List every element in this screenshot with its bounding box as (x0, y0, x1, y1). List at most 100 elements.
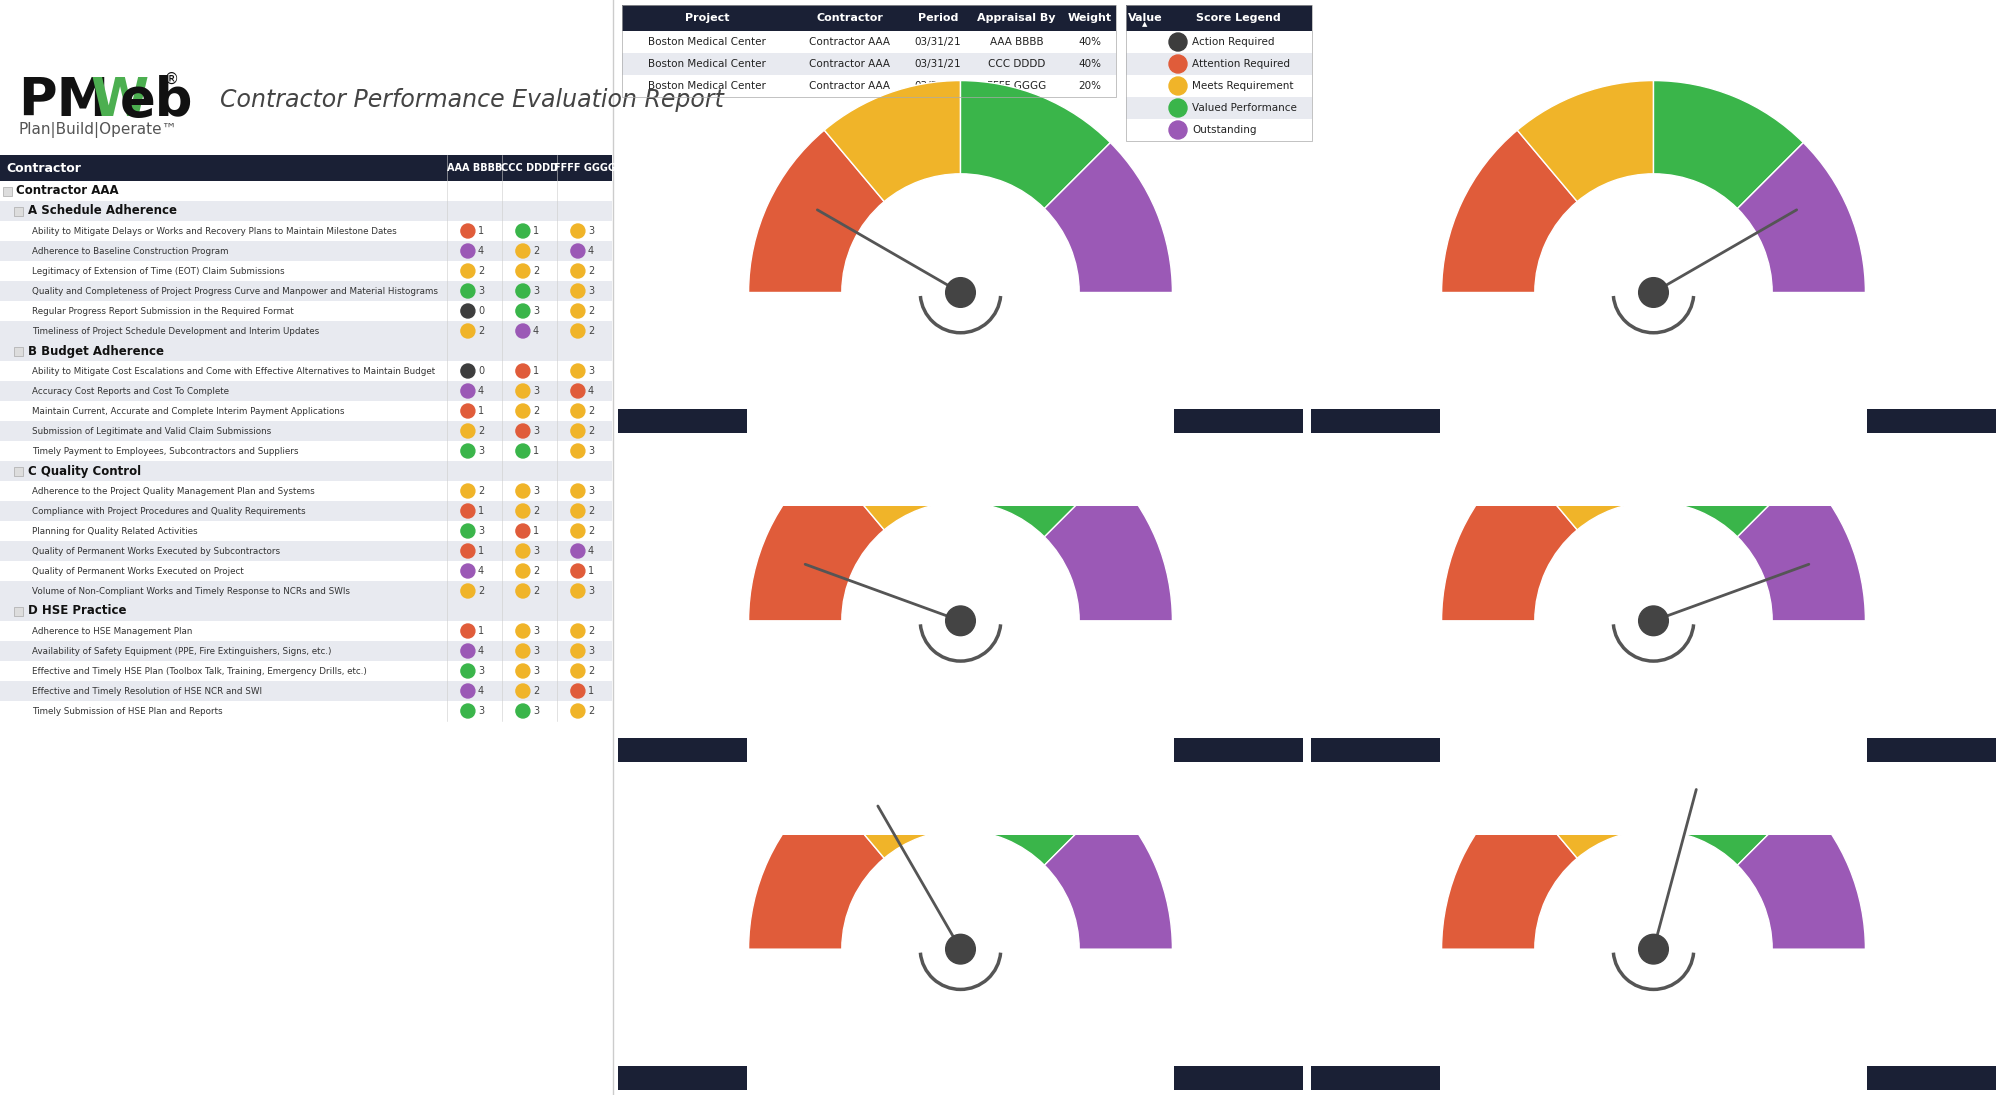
Bar (0, 621, 612, 641)
Text: ▲: ▲ (1142, 21, 1148, 27)
Circle shape (570, 404, 584, 418)
Circle shape (460, 684, 474, 698)
Text: Volume of Non-Compliant Works and Timely Response to NCRs and SWIs: Volume of Non-Compliant Works and Timely… (32, 587, 350, 596)
Text: 2: 2 (478, 326, 484, 336)
Circle shape (516, 364, 530, 378)
Circle shape (570, 624, 584, 638)
Circle shape (516, 324, 530, 338)
Circle shape (516, 504, 530, 518)
Circle shape (460, 584, 474, 598)
Circle shape (460, 284, 474, 298)
Circle shape (516, 525, 530, 538)
Text: 2: 2 (478, 586, 484, 596)
Text: 2: 2 (478, 266, 484, 276)
Bar (1126, 74, 1312, 97)
Text: Contractor Performance Evaluation Report: Contractor Performance Evaluation Report (220, 88, 724, 112)
Bar (0, 155, 612, 181)
Text: 3: 3 (532, 706, 540, 716)
Text: 3: 3 (588, 646, 594, 656)
Text: 1: 1 (478, 546, 484, 556)
Text: Accuracy Cost Reports and Cost To Complete: Accuracy Cost Reports and Cost To Comple… (32, 387, 228, 395)
Circle shape (516, 224, 530, 238)
Circle shape (570, 484, 584, 498)
Circle shape (516, 244, 530, 258)
Text: 2: 2 (532, 566, 540, 576)
Circle shape (460, 525, 474, 538)
Text: 1: 1 (478, 626, 484, 636)
Bar (0, 461, 612, 481)
Text: Outstanding: Outstanding (1192, 125, 1256, 135)
Bar (0, 521, 612, 541)
Circle shape (570, 564, 584, 578)
Text: Appraisal By: Appraisal By (978, 13, 1056, 23)
Text: FFFF GGGG: FFFF GGGG (554, 163, 616, 173)
Wedge shape (1518, 408, 1654, 530)
Bar (0, 261, 612, 281)
Text: E Management Capability: E Management Capability (1564, 1072, 1744, 1084)
Text: 1: 1 (588, 566, 594, 576)
Text: 1: 1 (532, 526, 540, 535)
Circle shape (516, 584, 530, 598)
Text: 2: 2 (532, 406, 540, 416)
Circle shape (516, 304, 530, 318)
Text: 4: 4 (478, 646, 484, 656)
Text: Boston Medical Center: Boston Medical Center (648, 81, 766, 91)
Circle shape (516, 484, 530, 498)
Text: Project: Project (684, 13, 730, 23)
Circle shape (570, 244, 584, 258)
Bar (746, 949, 1174, 1095)
Bar (14, 347, 24, 356)
Text: 3: 3 (532, 626, 540, 636)
Text: 2: 2 (588, 526, 594, 535)
Bar (0, 441, 612, 461)
Wedge shape (748, 459, 884, 621)
Text: PM: PM (18, 74, 110, 127)
Text: 3: 3 (532, 286, 540, 296)
Text: 3: 3 (532, 666, 540, 676)
Circle shape (1168, 122, 1188, 139)
Circle shape (460, 564, 474, 578)
Text: 3: 3 (532, 426, 540, 436)
Bar (618, 1067, 1304, 1090)
Bar (0, 502, 612, 521)
Circle shape (460, 704, 474, 718)
Text: 2: 2 (588, 666, 594, 676)
Text: Attention Required: Attention Required (1192, 59, 1290, 69)
Circle shape (516, 624, 530, 638)
Bar (0, 481, 612, 502)
Circle shape (570, 504, 584, 518)
Text: Contractor AAA: Contractor AAA (808, 59, 890, 69)
Bar (1126, 5, 1312, 141)
Text: B Budget Adherence: B Budget Adherence (28, 345, 164, 357)
Text: C Quality Control: C Quality Control (1594, 744, 1714, 757)
Circle shape (516, 264, 530, 278)
Text: Period: Period (918, 13, 958, 23)
Text: 20%: 20% (1078, 81, 1102, 91)
Bar (0, 181, 612, 201)
Wedge shape (1738, 142, 1866, 292)
Bar (1312, 1067, 1996, 1090)
Text: 3: 3 (478, 446, 484, 456)
Circle shape (570, 284, 584, 298)
Circle shape (846, 506, 1074, 735)
Bar (622, 5, 1116, 97)
Text: Timely Payment to Employees, Subcontractors and Suppliers: Timely Payment to Employees, Subcontract… (32, 447, 298, 456)
Text: 2: 2 (588, 406, 594, 416)
Text: 3: 3 (478, 706, 484, 716)
Bar (622, 5, 1116, 31)
Text: 1: 1 (532, 446, 540, 456)
Text: Maintain Current, Accurate and Complete Interim Payment Applications: Maintain Current, Accurate and Complete … (32, 406, 344, 415)
Wedge shape (1044, 799, 1172, 949)
Text: 2: 2 (588, 706, 594, 716)
Circle shape (460, 504, 474, 518)
Text: 2: 2 (588, 306, 594, 316)
Circle shape (516, 424, 530, 438)
Circle shape (460, 624, 474, 638)
Text: 2: 2 (588, 626, 594, 636)
Wedge shape (824, 737, 960, 858)
Text: Valued Performance: Valued Performance (1192, 103, 1296, 113)
Wedge shape (960, 81, 1110, 208)
Text: Boston Medical Center: Boston Medical Center (648, 37, 766, 47)
Wedge shape (1442, 130, 1578, 292)
Circle shape (570, 264, 584, 278)
